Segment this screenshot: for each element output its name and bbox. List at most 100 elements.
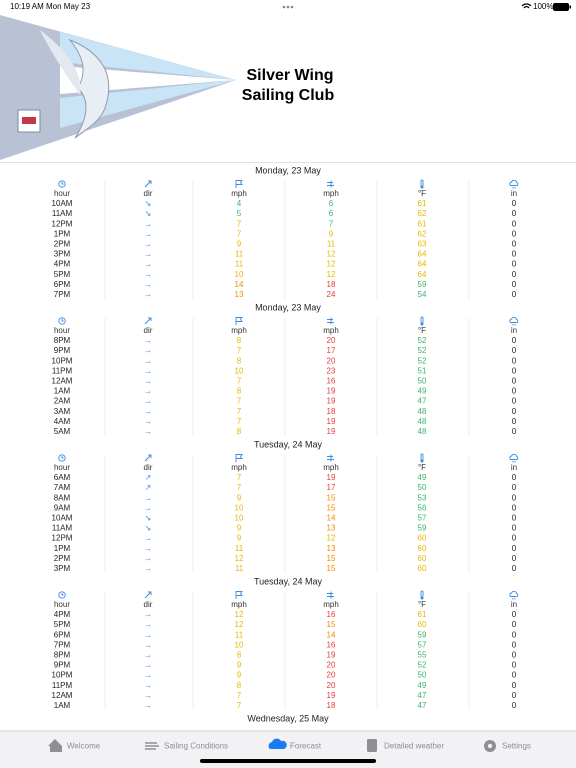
temperature: 49 [418, 387, 427, 396]
temperature: 47 [418, 691, 427, 700]
hour: 10PM [52, 671, 73, 680]
tab-bar: Welcome Sailing Conditions Forecast Detaile… [0, 730, 576, 768]
gust-speed: 12 [327, 270, 336, 279]
wind-direction: → [144, 270, 152, 279]
precipitation: 0 [512, 229, 517, 238]
column-label: mph [323, 463, 339, 472]
icon-thermometer [420, 590, 424, 598]
icon-direction [144, 591, 152, 599]
home-indicator [200, 759, 376, 763]
gust-speed: 16 [327, 377, 336, 386]
icon-clock [61, 456, 64, 459]
gust-speed: 11 [327, 240, 336, 249]
temperature: 48 [418, 407, 427, 416]
temperature: 60 [418, 620, 427, 629]
temperature: 52 [418, 336, 427, 345]
precipitation: 0 [512, 493, 517, 502]
temperature: 60 [418, 534, 427, 543]
gust-speed: 6 [329, 199, 334, 208]
temperature: 60 [418, 554, 427, 563]
hour: 1AM [54, 701, 71, 710]
icon-direction [144, 180, 152, 188]
precipitation: 0 [512, 483, 517, 492]
temperature: 57 [418, 514, 427, 523]
gust-speed: 15 [327, 493, 336, 502]
wind-speed: 11 [235, 260, 244, 269]
gust-speed: 9 [329, 229, 334, 238]
wind-direction: → [144, 620, 152, 629]
temperature: 61 [418, 219, 427, 228]
temperature: 48 [418, 427, 427, 436]
hour: 2PM [54, 240, 71, 249]
tab[interactable]: Detailed weather [367, 739, 444, 752]
wind-direction: → [144, 681, 152, 690]
column-label: in [511, 326, 517, 335]
icon-thermometer [420, 316, 424, 324]
gust-speed: 13 [327, 524, 336, 533]
wind-speed: 7 [237, 701, 242, 710]
tab[interactable]: Welcome [48, 739, 101, 752]
temperature: 64 [418, 250, 427, 259]
precipitation: 0 [512, 651, 517, 660]
precipitation: 0 [512, 356, 517, 365]
tab-label: Sailing Conditions [164, 742, 228, 751]
gust-speed: 24 [327, 290, 336, 299]
temperature: 59 [418, 630, 427, 639]
wind-speed: 8 [237, 651, 242, 660]
hour: 10AM [52, 514, 73, 523]
precipitation: 0 [512, 397, 517, 406]
precipitation: 0 [512, 681, 517, 690]
column-label: °F [418, 600, 426, 609]
icon-flag [235, 454, 243, 462]
gust-speed: 15 [327, 554, 336, 563]
hour: 1PM [54, 544, 71, 553]
precipitation: 0 [512, 620, 517, 629]
icon-gust [327, 317, 334, 325]
wind-direction: → [144, 240, 152, 249]
gust-speed: 14 [327, 630, 336, 639]
wind-direction: → [144, 397, 152, 406]
precipitation: 0 [512, 691, 517, 700]
tab[interactable]: Sailing Conditions [145, 742, 228, 751]
wind-direction: → [144, 610, 152, 619]
wind-direction: → [144, 564, 152, 573]
wind-direction: → [144, 427, 152, 436]
precipitation: 0 [512, 427, 517, 436]
precipitation: 0 [512, 630, 517, 639]
wind-direction: → [144, 356, 152, 365]
precipitation: 0 [512, 473, 517, 482]
wind-speed: 8 [237, 356, 242, 365]
tab[interactable]: Forecast [268, 738, 322, 751]
precipitation: 0 [512, 250, 517, 259]
club-logo [0, 15, 236, 160]
temperature: 50 [418, 377, 427, 386]
wind-speed: 11 [235, 544, 244, 553]
precipitation: 0 [512, 377, 517, 386]
wind-direction: ↗ [145, 483, 152, 492]
day-heading: Tuesday, 24 May [254, 439, 323, 449]
icon-clock [58, 454, 66, 462]
gust-speed: 19 [327, 691, 336, 700]
precipitation: 0 [512, 671, 517, 680]
tab-label: Welcome [67, 742, 101, 751]
wind-direction: → [144, 671, 152, 680]
icon-clock [58, 180, 66, 188]
hour: 1PM [54, 229, 71, 238]
precipitation: 0 [512, 534, 517, 543]
hour: 11AM [52, 209, 73, 218]
column-label: dir [144, 463, 153, 472]
temperature: 52 [418, 661, 427, 670]
day-heading: Tuesday, 24 May [254, 576, 323, 586]
gust-speed: 15 [327, 503, 336, 512]
gust-speed: 14 [327, 514, 336, 523]
tab[interactable]: Settings [484, 740, 531, 752]
gust-speed: 7 [329, 219, 334, 228]
icon-gust [327, 454, 334, 462]
forecast-day: Tuesday, 24 May hour dir mph mph °F in 6AM ↗ 7 19 4… [52, 439, 519, 573]
column-label: mph [231, 189, 247, 198]
precipitation: 0 [512, 407, 517, 416]
tab-label: Forecast [290, 742, 322, 751]
wind-speed: 14 [235, 280, 244, 289]
gust-speed: 20 [327, 661, 336, 670]
